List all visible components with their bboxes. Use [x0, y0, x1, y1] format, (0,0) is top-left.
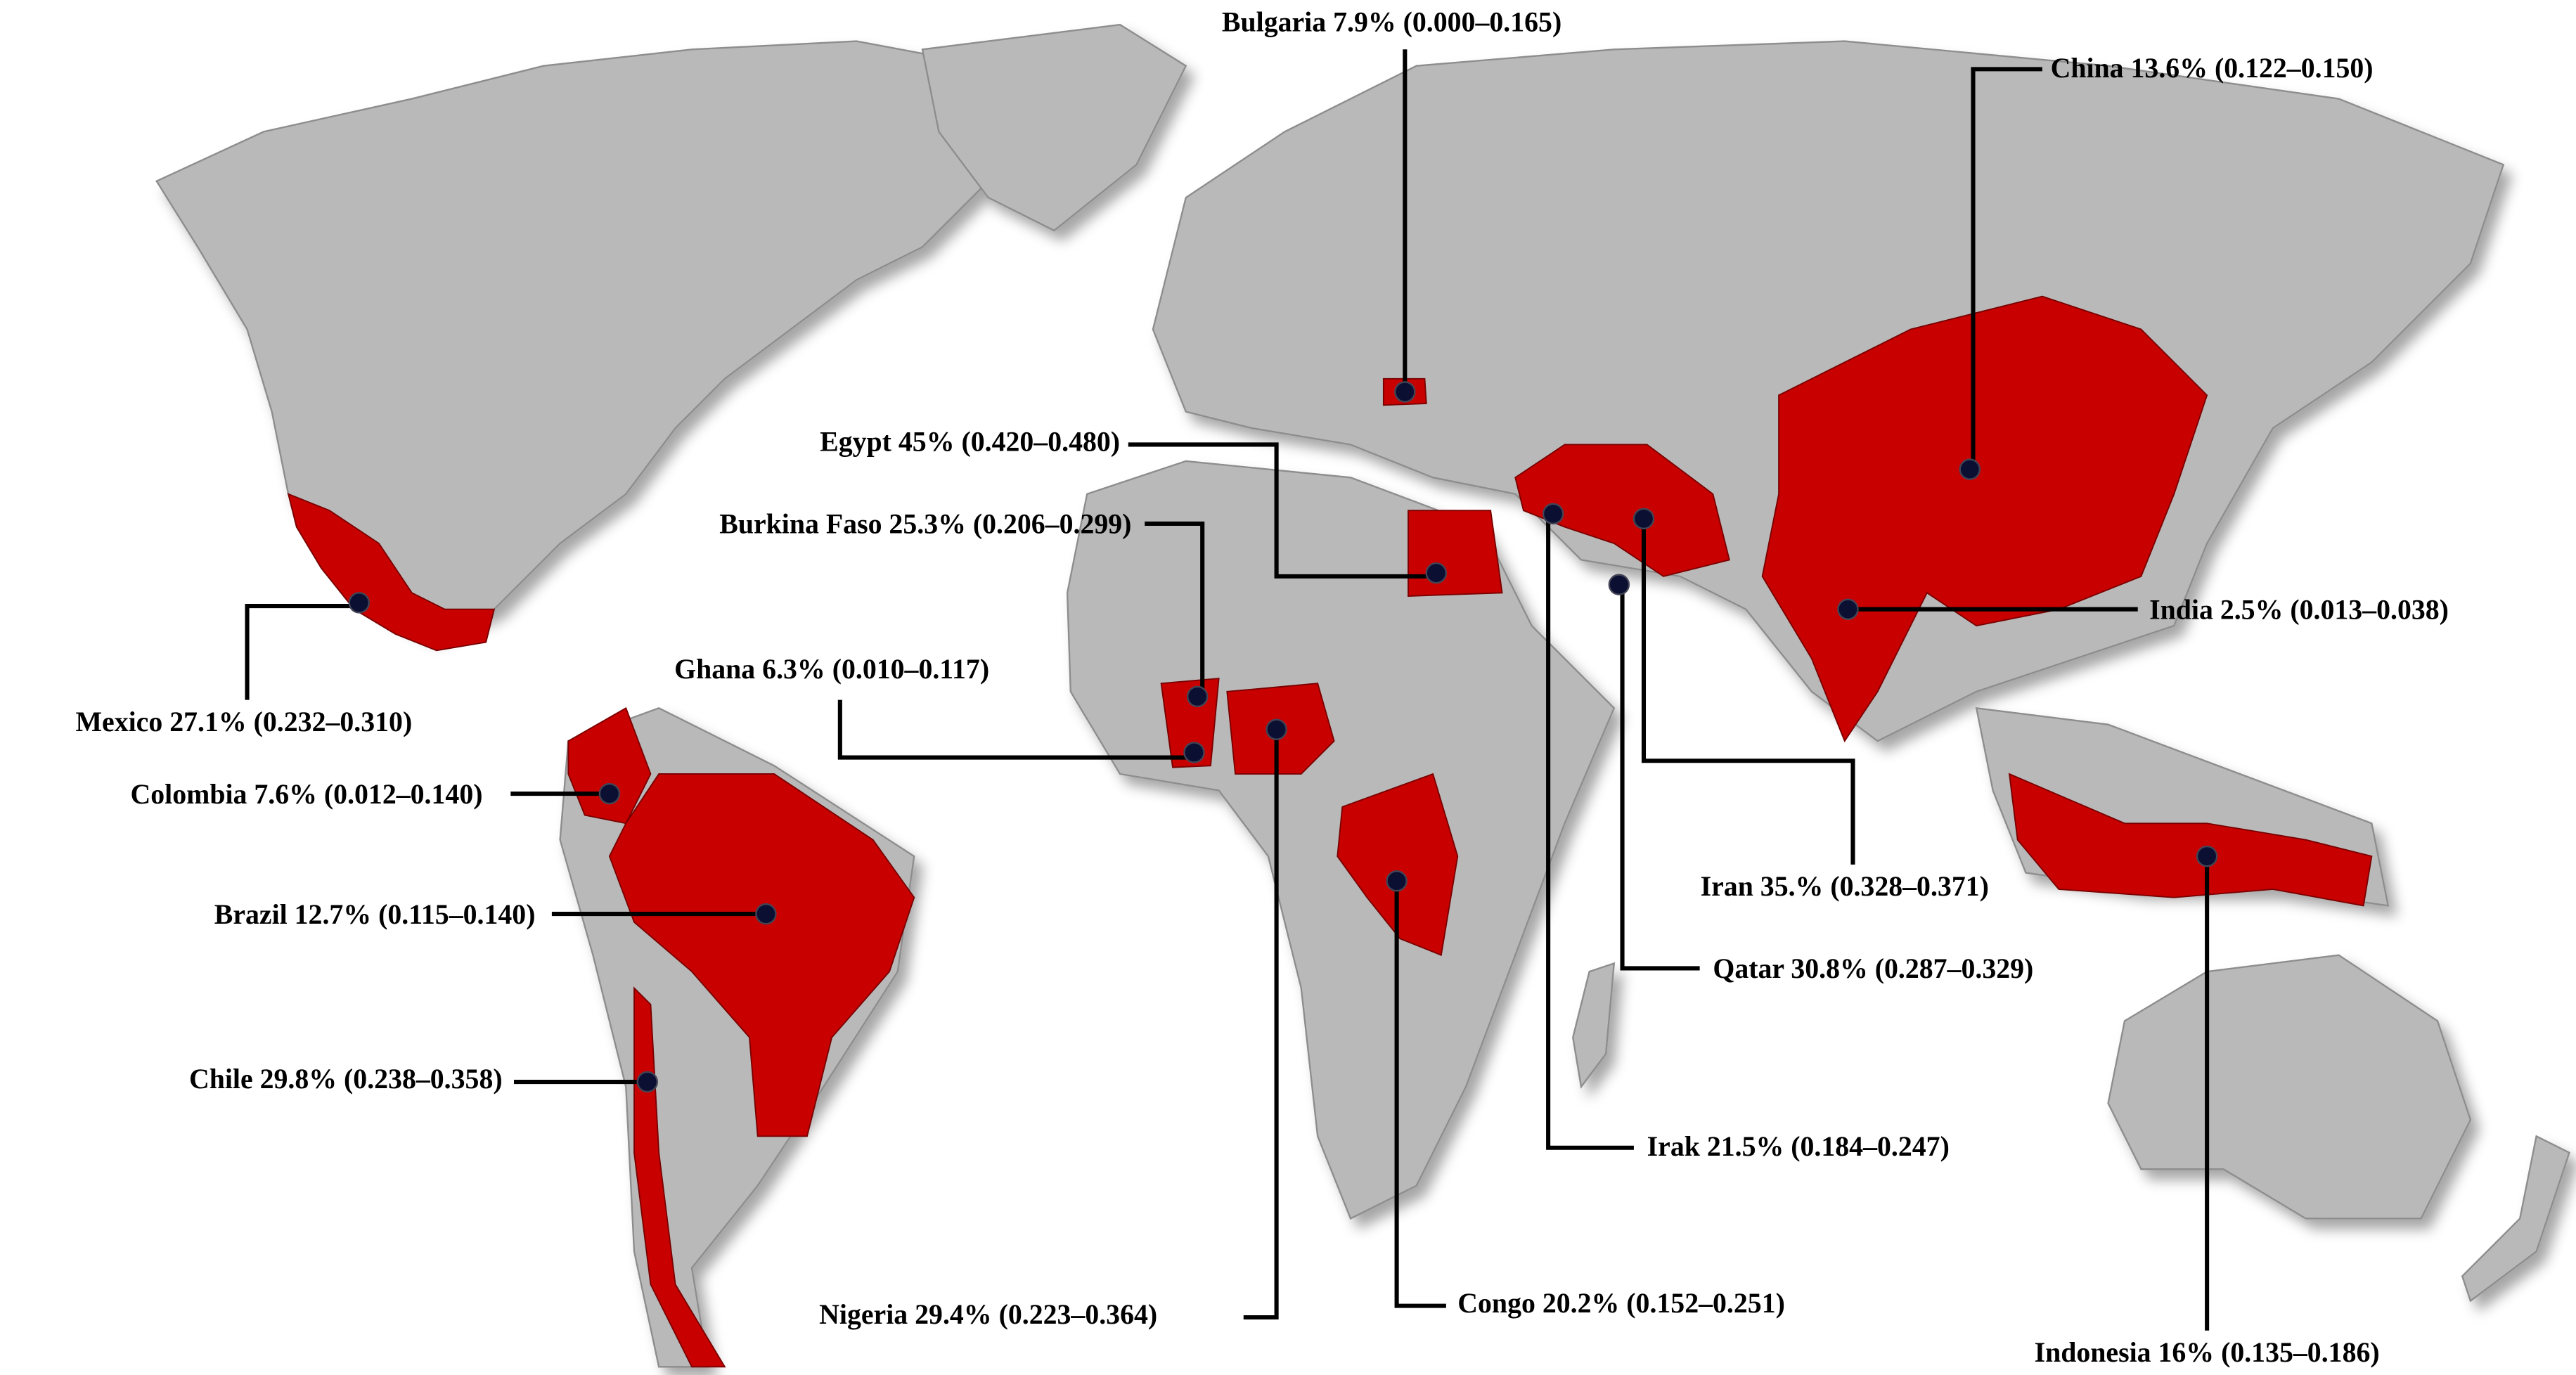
indonesia: [2008, 773, 2373, 907]
labels: Bulgaria 7.9% (0.000–0.165) China 13.6% (…: [75, 6, 2448, 1368]
leader-line: [1128, 442, 1436, 579]
country-label: Brazil 12.7% (0.115–0.140): [214, 899, 536, 930]
location-dot: [348, 592, 371, 614]
country-label: Nigeria 29.4% (0.223–0.364): [819, 1299, 1157, 1330]
location-dot: [1837, 598, 1859, 620]
madagascar: [1572, 962, 1616, 1089]
country-label: Iran 35.% (0.328–0.371): [1701, 871, 1989, 902]
new-zealand: [2461, 1135, 2570, 1303]
location-dot: [2196, 845, 2218, 867]
country-label: Chile 29.8% (0.238–0.358): [189, 1064, 503, 1095]
leader-line: [1394, 881, 1446, 1308]
chile: [633, 986, 726, 1368]
australia: [2107, 954, 2472, 1220]
location-dot: [755, 903, 777, 925]
location-dot: [1394, 381, 1416, 403]
leader-line: [837, 699, 1194, 760]
china-india: [1761, 295, 2208, 743]
country-label: Mexico 27.1% (0.232–0.310): [75, 706, 412, 737]
greenland: [921, 23, 1187, 232]
leader-line: [1546, 513, 1634, 1150]
leader-line: [1971, 67, 2042, 470]
congo: [1337, 773, 1459, 956]
location-dot: [1542, 503, 1564, 525]
leader-line: [1641, 518, 1855, 865]
country-label: Ghana 6.3% (0.010–0.117): [674, 654, 989, 685]
country-label: Irak 21.5% (0.184–0.247): [1647, 1131, 1950, 1162]
brazil: [608, 773, 915, 1137]
leader-line: [1620, 584, 1700, 971]
location-dot: [1959, 458, 1981, 480]
mexico: [287, 493, 496, 652]
location-dot: [1183, 742, 1205, 763]
north-america: [155, 40, 1022, 635]
egypt: [1408, 510, 1503, 597]
country-label: Bulgaria 7.9% (0.000–0.165): [1222, 6, 1561, 37]
highlighted-countries: [287, 295, 2373, 1368]
country-label: India 2.5% (0.013–0.038): [2149, 595, 2449, 626]
country-label: Burkina Faso 25.3% (0.206–0.299): [719, 509, 1131, 540]
location-dot: [1425, 562, 1448, 584]
country-label: Qatar 30.8% (0.287–0.329): [1713, 953, 2033, 984]
location-dot: [636, 1071, 658, 1093]
location-dot: [1608, 574, 1630, 595]
leader-line: [1243, 729, 1279, 1320]
country-label: Congo 20.2% (0.152–0.251): [1457, 1288, 1785, 1319]
leader-line: [245, 604, 359, 700]
country-label: Colombia 7.6% (0.012–0.140): [131, 779, 483, 810]
country-label: China 13.6% (0.122–0.150): [2051, 53, 2374, 84]
location-dot: [1386, 870, 1408, 892]
location-dot: [1266, 718, 1287, 740]
location-dot: [1632, 508, 1655, 530]
country-label: Indonesia 16% (0.135–0.186): [2035, 1337, 2380, 1368]
location-dot: [1186, 685, 1209, 708]
leader-line: [1145, 521, 1205, 697]
country-label: Egypt 45% (0.420–0.480): [820, 427, 1120, 458]
location-dot: [598, 782, 621, 805]
